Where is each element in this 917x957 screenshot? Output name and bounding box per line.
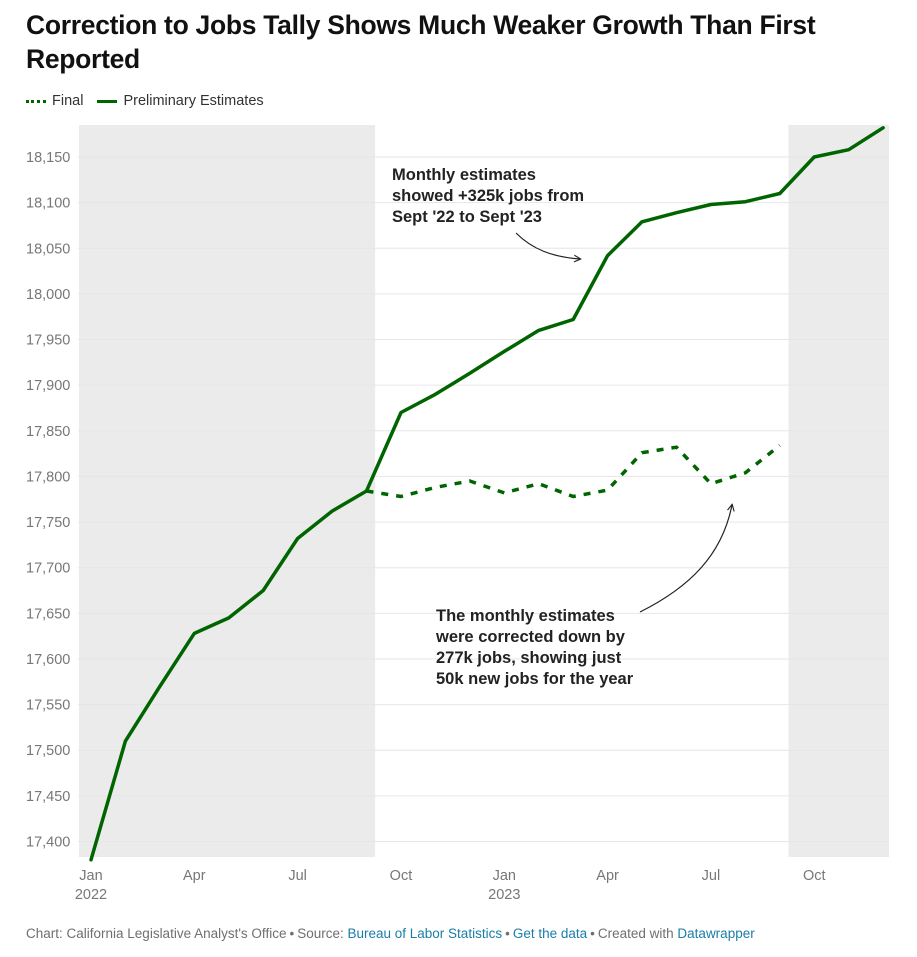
x-tick-label: Oct	[390, 868, 413, 884]
line-chart: 17,400 17,450 17,500 17,550 17,600 17,650 17,7…	[26, 125, 889, 903]
y-tick-label: 17,400	[26, 835, 70, 851]
annotation-prelim-line-1: Monthly estimates	[392, 166, 536, 184]
x-tick-sublabel: 2023	[488, 887, 520, 903]
y-tick-label: 17,500	[26, 743, 70, 759]
shaded-region-2	[788, 125, 889, 857]
annotation-final: The monthly estimates were corrected dow…	[435, 607, 634, 688]
annotation-final-arrow	[639, 505, 732, 613]
legend-item-final: Final	[26, 93, 83, 109]
y-tick-label: 17,550	[26, 698, 70, 714]
y-tick-label: 18,100	[26, 196, 70, 212]
annotation-prelim: Monthly estimates showed +325k jobs from…	[392, 166, 589, 226]
footer-source-prefix: Source:	[297, 926, 344, 941]
series-line-preliminary	[89, 126, 885, 862]
y-tick-label: 17,600	[26, 652, 70, 668]
legend: Final Preliminary Estimates	[26, 91, 278, 111]
y-tick-label: 18,000	[26, 287, 70, 303]
y-tick-label: 17,650	[26, 606, 70, 622]
get-data-link[interactable]: Get the data	[512, 926, 588, 941]
annotation-final-line-1: The monthly estimates	[436, 607, 615, 625]
y-tick-label: 17,750	[26, 515, 70, 531]
gridlines	[78, 156, 889, 842]
footer: Chart: California Legislative Analyst's …	[26, 926, 755, 941]
x-tick-label: Jan	[493, 868, 516, 884]
x-tick-sublabel: 2022	[75, 887, 107, 903]
footer-created-prefix: Created with	[597, 926, 674, 941]
y-tick-label: 17,850	[26, 424, 70, 440]
x-tick-label: Jul	[288, 868, 307, 884]
y-tick-label: 17,700	[26, 561, 70, 577]
legend-swatch-preliminary	[97, 99, 118, 103]
annotation-final-line-2: were corrected down by	[435, 628, 626, 646]
annotation-final-line-3: 277k jobs, showing just	[436, 649, 622, 667]
y-axis: 17,400 17,450 17,500 17,550 17,600 17,650 17,7…	[26, 150, 70, 851]
datawrapper-link[interactable]: Datawrapper	[677, 926, 755, 941]
legend-label-preliminary: Preliminary Estimates	[123, 93, 264, 109]
y-tick-label: 17,900	[26, 378, 70, 394]
annotations: Monthly estimates showed +325k jobs from…	[392, 166, 732, 688]
shaded-regions	[79, 125, 889, 857]
y-tick-label: 17,450	[26, 789, 70, 805]
y-tick-label: 17,800	[26, 469, 70, 485]
annotation-prelim-line-2: showed +325k jobs from	[392, 187, 584, 205]
x-tick-label: Apr	[596, 868, 619, 884]
legend-item-preliminary: Preliminary Estimates	[97, 93, 264, 109]
series-line-final	[366, 444, 781, 499]
footer-chart-credit: Chart: California Legislative Analyst's …	[26, 926, 287, 941]
legend-swatch-final	[26, 99, 46, 103]
series	[89, 126, 885, 862]
annotation-prelim-line-3: Sept '22 to Sept '23	[392, 208, 542, 226]
x-tick-label: Apr	[183, 868, 206, 884]
x-tick-label: Oct	[803, 868, 826, 884]
annotation-prelim-arrow	[515, 232, 580, 259]
y-tick-label: 18,150	[26, 150, 70, 166]
x-axis: Jan 2022 Apr Jul Oct Jan 2023 Apr Jul Oct	[75, 868, 826, 903]
y-tick-label: 17,950	[26, 333, 70, 349]
x-tick-label: Jan	[79, 868, 102, 884]
annotation-final-line-4: 50k new jobs for the year	[436, 670, 634, 688]
source-link[interactable]: Bureau of Labor Statistics	[347, 926, 503, 941]
chart-title: Correction to Jobs Tally Shows Much Weak…	[26, 10, 816, 74]
x-tick-label: Jul	[702, 868, 721, 884]
legend-label-final: Final	[52, 93, 84, 109]
y-tick-label: 18,050	[26, 241, 70, 257]
